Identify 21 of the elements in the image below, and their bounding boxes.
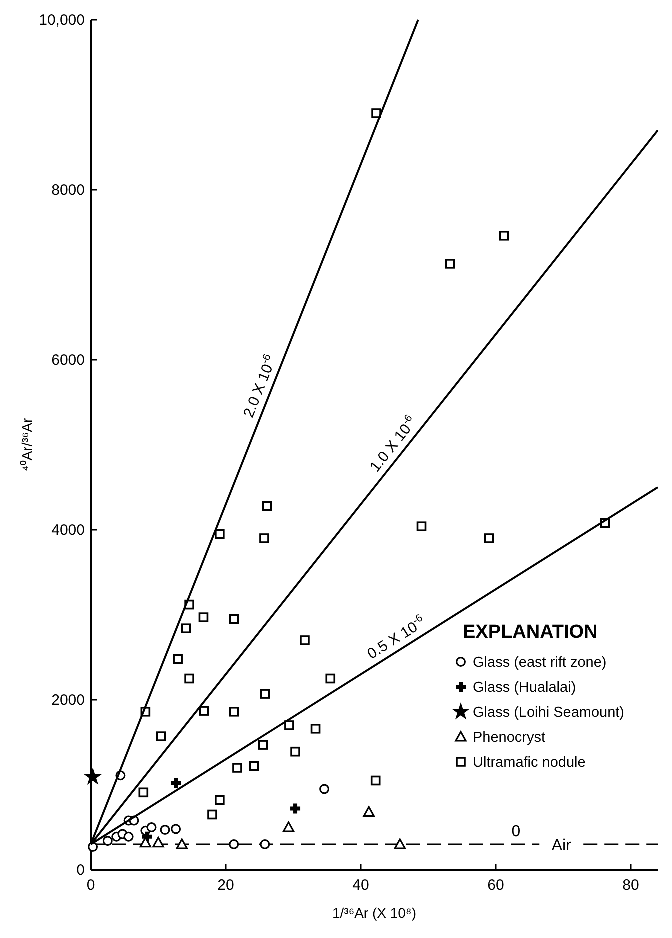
legend-label: Glass (Loihi Seamount)	[473, 705, 625, 721]
legend-title: EXPLANATION	[463, 622, 598, 643]
legend-label: Glass (east rift zone)	[473, 655, 607, 671]
legend-label: Ultramafic nodule	[473, 755, 586, 771]
y-tick-label: 10,000	[39, 12, 85, 29]
annotation: 0	[512, 824, 521, 840]
y-tick-label: 0	[76, 862, 85, 879]
y-axis-title: ⁴⁰Ar/³⁶Ar	[19, 418, 35, 472]
x-axis-title: 1/³⁶Ar (X 10⁸)	[332, 905, 417, 921]
x-tick-label: 20	[218, 877, 234, 894]
x-tick-label: 0	[86, 877, 96, 894]
x-tick-label: 60	[488, 877, 504, 894]
y-tick-label: 6000	[52, 352, 85, 369]
y-tick-label: 8000	[52, 182, 85, 199]
x-tick-label: 40	[352, 877, 370, 894]
y-tick-label: 2000	[52, 692, 85, 709]
ref-line-label: Air	[552, 838, 572, 854]
x-tick-label: 80	[622, 877, 640, 894]
y-tick-label: 4000	[52, 522, 85, 539]
legend-label: Phenocryst	[473, 730, 546, 746]
legend-label: Glass (Hualalai)	[473, 680, 576, 696]
